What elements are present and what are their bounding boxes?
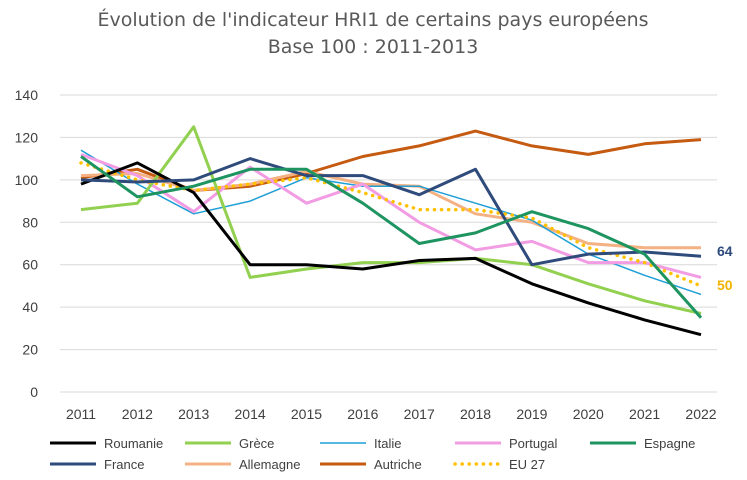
x-tick-label: 2017 [404, 406, 435, 422]
x-tick-label: 2018 [460, 406, 491, 422]
legend-item-roumanie: Roumanie [50, 436, 163, 451]
x-tick-label: 2015 [291, 406, 322, 422]
series-line-espagne [80, 155, 703, 319]
legend-label: Grèce [239, 436, 274, 451]
legend-item-france: France [50, 457, 144, 472]
x-tick-label: 2012 [122, 406, 153, 422]
chart-title: Évolution de l'indicateur HRI1 de certai… [97, 8, 648, 31]
legend-label: Portugal [509, 436, 558, 451]
legend-label: Italie [374, 436, 401, 451]
legend-item-espagne: Espagne [590, 436, 695, 451]
x-tick-label: 2011 [66, 406, 96, 422]
y-tick-label: 0 [30, 384, 38, 400]
x-tick-label: 2022 [685, 406, 716, 422]
x-tick-label: 2021 [629, 406, 660, 422]
legend-label: Roumanie [104, 436, 163, 451]
legend-item-italie: Italie [320, 436, 401, 451]
legend-label: EU 27 [509, 457, 545, 472]
series-line-france [80, 157, 702, 267]
x-tick-label: 2016 [347, 406, 378, 422]
legend-label: France [104, 457, 144, 472]
y-tick-label: 120 [15, 129, 39, 145]
legend-item-eu-27: EU 27 [453, 457, 545, 472]
y-tick-label: 100 [15, 172, 39, 188]
y-axis-ticks: 0 20 40 60 80 100 120 140 [15, 87, 39, 400]
legend-label: Espagne [644, 436, 695, 451]
legend-item-autriche: Autriche [320, 457, 422, 472]
y-tick-label: 140 [15, 87, 39, 103]
series-lines [79, 125, 703, 337]
series-line-portugal [80, 152, 702, 279]
y-tick-label: 60 [22, 257, 38, 273]
legend: Roumanie Grèce Italie Portugal Espagne France… [50, 436, 695, 472]
legend-item-grece: Grèce [185, 436, 274, 451]
x-tick-label: 2020 [573, 406, 604, 422]
legend-label: Allemagne [239, 457, 300, 472]
x-tick-label: 2019 [516, 406, 547, 422]
y-tick-label: 20 [22, 342, 38, 358]
end-label-eu-27: 50 [717, 277, 733, 293]
end-labels: 64 50 [717, 243, 733, 293]
legend-item-portugal: Portugal [455, 436, 558, 451]
end-label-france: 64 [717, 243, 733, 259]
x-axis-ticks: 2011 2012 2013 2014 2015 2016 2017 2018 2019 2020… [66, 406, 717, 422]
y-tick-label: 40 [22, 299, 38, 315]
legend-item-allemagne: Allemagne [185, 457, 300, 472]
chart-subtitle: Base 100 : 2011-2013 [268, 36, 479, 58]
x-tick-label: 2013 [178, 406, 209, 422]
x-tick-label: 2014 [235, 406, 266, 422]
y-tick-label: 80 [22, 214, 38, 230]
series-line-grece [80, 125, 702, 315]
legend-label: Autriche [374, 457, 422, 472]
